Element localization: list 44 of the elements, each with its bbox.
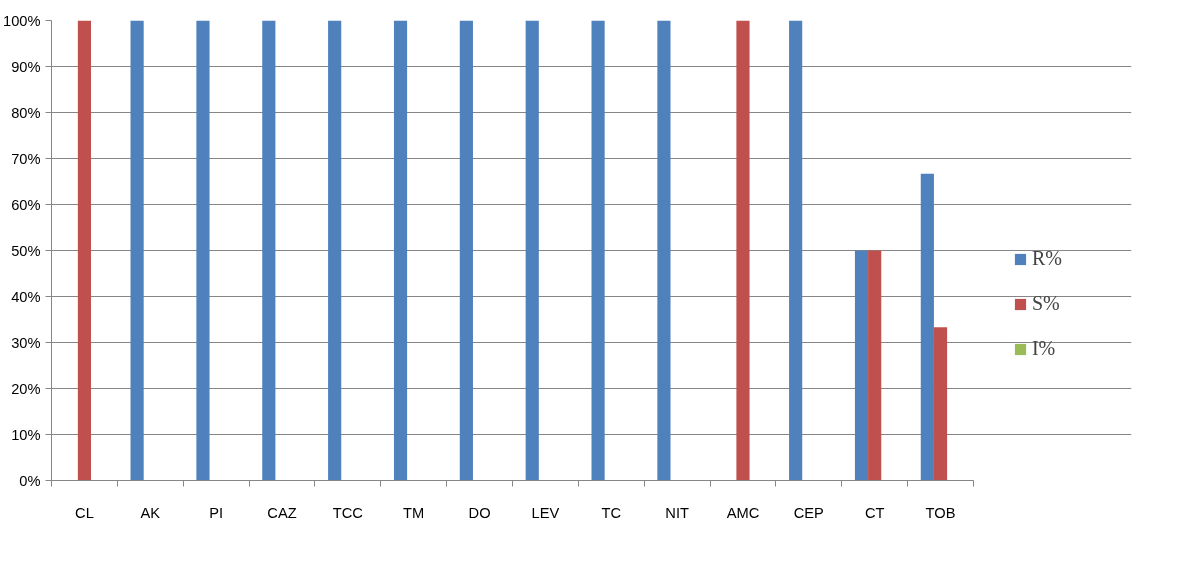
- x-tick-label: CEP: [793, 504, 824, 521]
- bar: [328, 20, 342, 481]
- y-tick-label: 0%: [19, 472, 41, 489]
- bar: [854, 250, 869, 481]
- legend-label: R%: [1031, 247, 1062, 270]
- x-tick-label: TM: [403, 504, 425, 521]
- bar: [736, 20, 750, 481]
- x-tick-label: AK: [140, 504, 161, 521]
- y-tick-label: 80%: [11, 104, 41, 121]
- y-tick-label: 30%: [11, 334, 41, 351]
- x-tick-label: CL: [75, 504, 94, 521]
- bar: [933, 327, 948, 481]
- x-tick-label: DO: [468, 504, 491, 521]
- y-tick-label: 60%: [11, 196, 41, 213]
- y-tick-label: 70%: [11, 150, 41, 167]
- bar: [459, 20, 473, 481]
- x-tick-label: CT: [864, 504, 885, 521]
- x-tick-label: NIT: [665, 504, 689, 521]
- y-tick-label: 40%: [11, 288, 41, 305]
- y-tick-label: 50%: [11, 242, 41, 259]
- x-tick-label: TCC: [332, 504, 364, 521]
- bar: [920, 173, 934, 481]
- y-tick-label: 100%: [3, 12, 41, 29]
- bar: [657, 20, 671, 481]
- bar: [868, 250, 882, 481]
- x-tick-label: PI: [209, 504, 224, 521]
- bar: [525, 20, 539, 481]
- x-tick-label: TOB: [925, 504, 956, 521]
- bar: [591, 20, 605, 481]
- bar: [77, 20, 92, 481]
- bar: [393, 20, 408, 481]
- legend-label: S%: [1031, 292, 1060, 315]
- bar: [130, 20, 144, 481]
- legend-label: I%: [1031, 337, 1056, 360]
- x-tick-label: TC: [601, 504, 622, 521]
- y-tick-label: 10%: [11, 426, 41, 443]
- y-tick-label: 90%: [11, 58, 41, 75]
- x-tick-label: AMC: [726, 504, 760, 521]
- y-tick-label: 20%: [11, 380, 41, 397]
- x-tick-label: CAZ: [267, 504, 297, 521]
- bar: [262, 20, 276, 481]
- bar: [196, 20, 210, 481]
- x-tick-label: LEV: [531, 504, 560, 521]
- bar: [789, 20, 803, 481]
